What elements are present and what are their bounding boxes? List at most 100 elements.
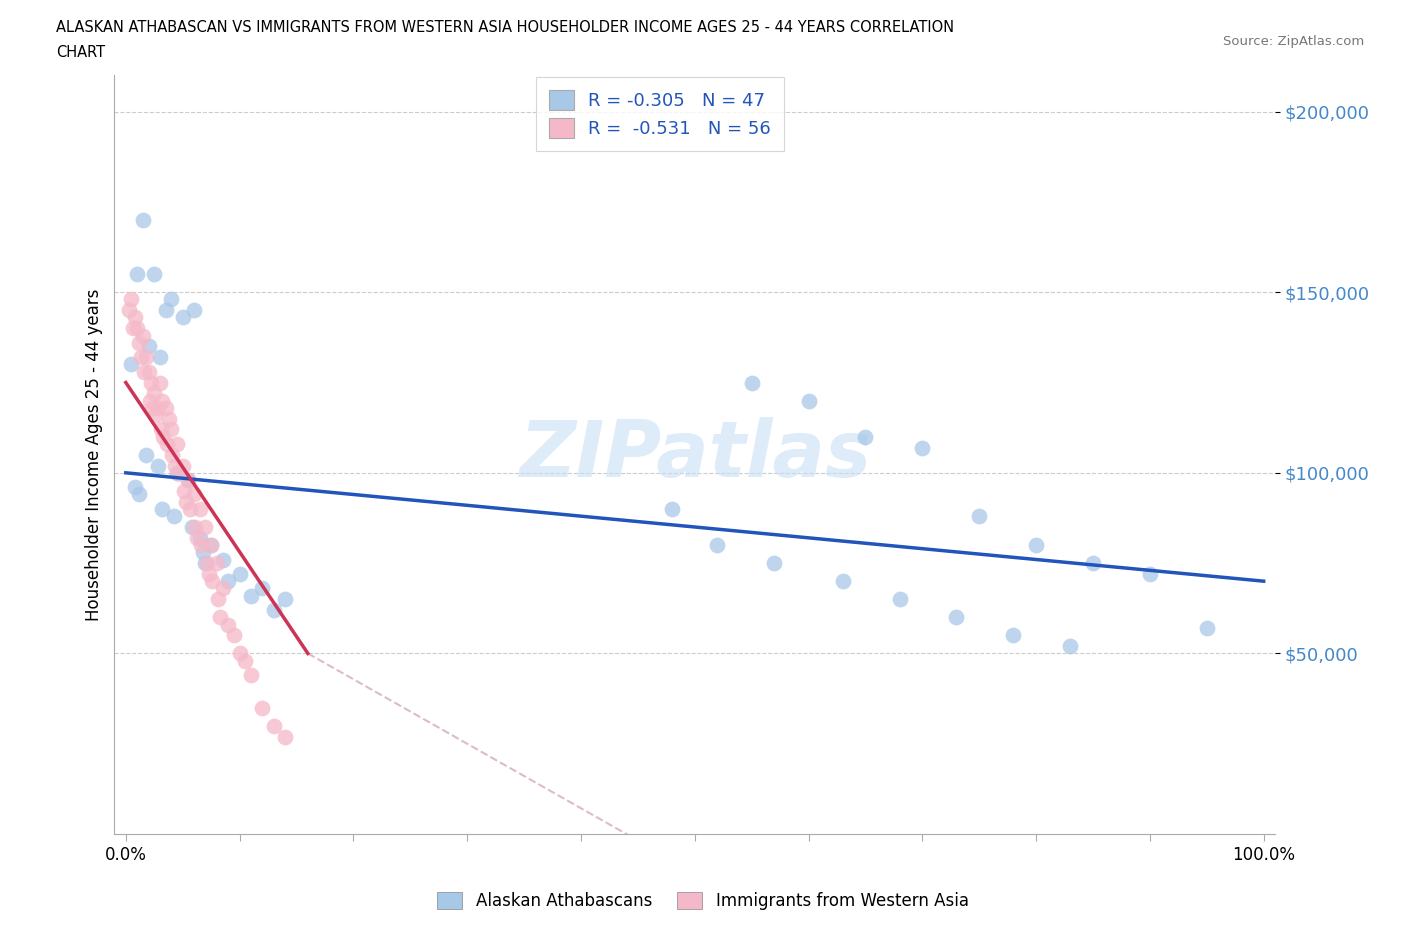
Point xyxy=(166,465,188,480)
Point xyxy=(239,588,262,603)
Point xyxy=(945,610,967,625)
Point xyxy=(889,591,911,606)
Point xyxy=(180,520,202,535)
Point xyxy=(222,628,245,643)
Point xyxy=(831,574,853,589)
Point xyxy=(239,668,262,683)
Point xyxy=(138,365,160,379)
Point xyxy=(157,411,180,426)
Point xyxy=(967,509,990,524)
Point xyxy=(132,328,155,343)
Point xyxy=(139,375,162,390)
Point xyxy=(132,365,155,379)
Point xyxy=(177,472,200,487)
Point xyxy=(149,375,172,390)
Point xyxy=(661,501,683,516)
Point xyxy=(184,520,207,535)
Point xyxy=(143,386,166,401)
Point xyxy=(263,603,285,618)
Point xyxy=(150,501,173,516)
Point xyxy=(274,591,297,606)
Point xyxy=(179,501,201,516)
Point xyxy=(205,556,228,571)
Point xyxy=(124,310,146,325)
Point xyxy=(191,545,214,560)
Point xyxy=(145,407,167,422)
Point xyxy=(209,610,232,625)
Point xyxy=(150,393,173,408)
Point xyxy=(198,566,221,581)
Point xyxy=(183,487,205,502)
Point xyxy=(1059,639,1081,654)
Point xyxy=(173,484,195,498)
Legend: R = -0.305   N = 47, R =  -0.531   N = 56: R = -0.305 N = 47, R = -0.531 N = 56 xyxy=(536,77,783,151)
Point xyxy=(252,700,274,715)
Point xyxy=(155,303,177,318)
Point xyxy=(121,357,143,372)
Point xyxy=(143,267,166,282)
Point xyxy=(166,436,188,451)
Point xyxy=(146,400,169,415)
Point xyxy=(188,501,211,516)
Point xyxy=(228,566,250,581)
Point xyxy=(186,530,208,545)
Text: ZIPatlas: ZIPatlas xyxy=(519,417,870,493)
Point xyxy=(127,267,149,282)
Point xyxy=(156,436,179,451)
Point xyxy=(128,336,150,351)
Point xyxy=(155,400,177,415)
Legend: Alaskan Athabascans, Immigrants from Western Asia: Alaskan Athabascans, Immigrants from Wes… xyxy=(430,885,976,917)
Point xyxy=(132,212,155,227)
Point xyxy=(194,520,217,535)
Point xyxy=(274,729,297,744)
Point xyxy=(172,458,194,473)
Point xyxy=(118,303,141,318)
Point xyxy=(195,556,218,571)
Point xyxy=(124,480,146,495)
Point xyxy=(741,375,763,390)
Point xyxy=(233,653,256,668)
Point xyxy=(706,538,728,552)
Point xyxy=(207,591,229,606)
Point xyxy=(200,538,222,552)
Point xyxy=(217,618,239,632)
Point xyxy=(174,494,197,509)
Point xyxy=(162,509,184,524)
Point xyxy=(138,393,160,408)
Point xyxy=(1195,620,1218,635)
Point xyxy=(855,430,877,445)
Point xyxy=(183,303,205,318)
Point xyxy=(797,393,820,408)
Point xyxy=(135,350,157,365)
Y-axis label: Householder Income Ages 25 - 44 years: Householder Income Ages 25 - 44 years xyxy=(86,288,103,621)
Point xyxy=(127,321,149,336)
Text: ALASKAN ATHABASCAN VS IMMIGRANTS FROM WESTERN ASIA HOUSEHOLDER INCOME AGES 25 - : ALASKAN ATHABASCAN VS IMMIGRANTS FROM WE… xyxy=(56,20,955,35)
Point xyxy=(194,556,217,571)
Point xyxy=(1081,556,1104,571)
Point xyxy=(163,458,186,473)
Text: Source: ZipAtlas.com: Source: ZipAtlas.com xyxy=(1223,35,1364,48)
Point xyxy=(190,538,212,552)
Point xyxy=(121,292,143,307)
Point xyxy=(200,538,222,552)
Point xyxy=(1025,538,1047,552)
Point xyxy=(129,350,152,365)
Point xyxy=(763,556,786,571)
Point xyxy=(128,487,150,502)
Point xyxy=(162,447,184,462)
Point xyxy=(160,292,183,307)
Point xyxy=(217,574,239,589)
Point xyxy=(911,440,934,455)
Point xyxy=(188,530,211,545)
Point xyxy=(160,422,183,437)
Point xyxy=(152,430,174,445)
Point xyxy=(263,718,285,733)
Point xyxy=(141,400,163,415)
Point xyxy=(138,339,160,353)
Point xyxy=(1139,566,1161,581)
Point xyxy=(211,552,233,567)
Text: CHART: CHART xyxy=(56,45,105,60)
Point xyxy=(228,646,250,661)
Point xyxy=(177,472,200,487)
Point xyxy=(121,321,143,336)
